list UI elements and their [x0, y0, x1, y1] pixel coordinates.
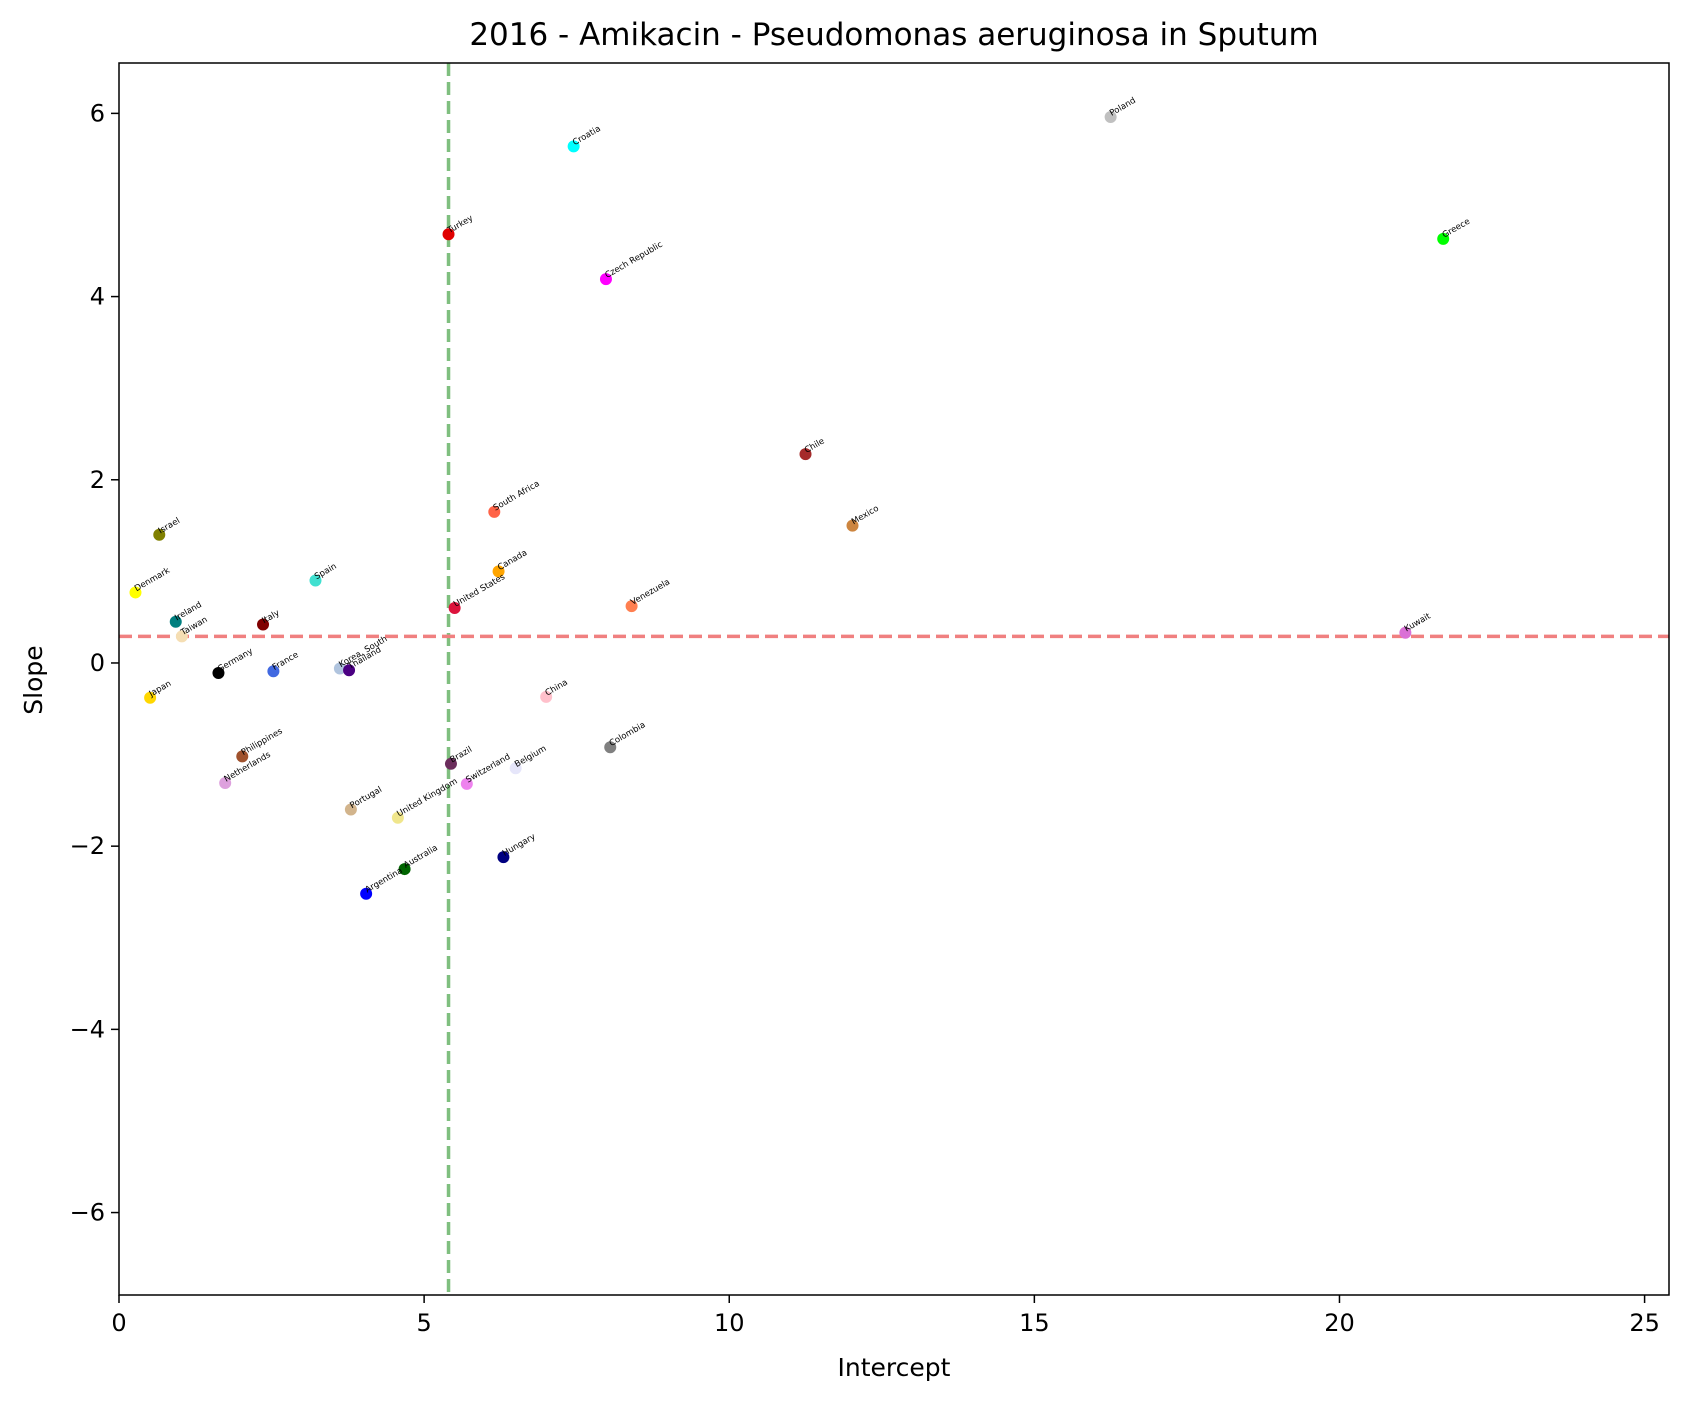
x-tick-label: 10: [714, 1309, 745, 1337]
x-tick-label: 25: [1629, 1309, 1660, 1337]
data-point: [267, 665, 280, 678]
data-points: [129, 111, 1450, 900]
plot-area-frame: [118, 62, 1670, 1296]
data-point: [398, 863, 411, 876]
data-point: [604, 741, 617, 754]
x-tick-label: 15: [1019, 1309, 1050, 1337]
data-point: [257, 618, 270, 631]
y-tick-label: −4: [70, 1015, 105, 1043]
reference-lines: [119, 63, 1669, 1295]
data-point: [333, 662, 346, 675]
data-point: [153, 528, 166, 541]
data-point: [444, 757, 457, 770]
x-tick-label: 0: [111, 1309, 126, 1337]
x-axis: 0 5 10 15 20 25: [111, 1295, 1660, 1337]
data-point: [460, 777, 473, 790]
data-point: [488, 505, 501, 518]
y-tick-label: −6: [70, 1199, 105, 1227]
y-tick-label: −2: [70, 832, 105, 860]
data-point: [1104, 111, 1117, 124]
data-point: [175, 630, 188, 643]
chart-title: 2016 - Amikacin - Pseudomonas aeruginosa…: [469, 17, 1318, 53]
data-point: [391, 811, 404, 824]
data-point: [344, 803, 357, 816]
data-point: [1437, 232, 1450, 245]
data-point: [448, 602, 461, 615]
data-point: [360, 887, 373, 900]
data-point: [799, 448, 812, 461]
y-tick-label: 0: [90, 649, 105, 677]
x-tick-label: 5: [416, 1309, 431, 1337]
data-point: [309, 574, 322, 587]
data-point: [1399, 626, 1412, 639]
data-point: [846, 519, 859, 532]
data-point: [625, 600, 638, 613]
data-point: [129, 586, 142, 599]
data-point: [212, 667, 225, 680]
y-tick-label: 4: [90, 283, 105, 311]
data-point: [442, 228, 455, 241]
data-point: [492, 565, 505, 578]
y-tick-label: 2: [90, 466, 105, 494]
data-point: [509, 762, 522, 775]
y-axis-title: Slope: [19, 645, 48, 714]
data-point: [236, 750, 249, 763]
x-tick-label: 20: [1324, 1309, 1355, 1337]
data-point: [497, 851, 510, 864]
data-point: [343, 664, 356, 677]
y-tick-label: 6: [90, 99, 105, 127]
data-point: [599, 273, 612, 286]
data-point: [219, 776, 232, 789]
y-axis: −6 −4 −2 0 2 4 6: [70, 99, 119, 1227]
data-point: [169, 615, 182, 628]
data-point: [540, 690, 553, 703]
x-axis-title: Intercept: [838, 1353, 951, 1382]
data-point: [144, 691, 157, 704]
data-point: [567, 140, 580, 153]
